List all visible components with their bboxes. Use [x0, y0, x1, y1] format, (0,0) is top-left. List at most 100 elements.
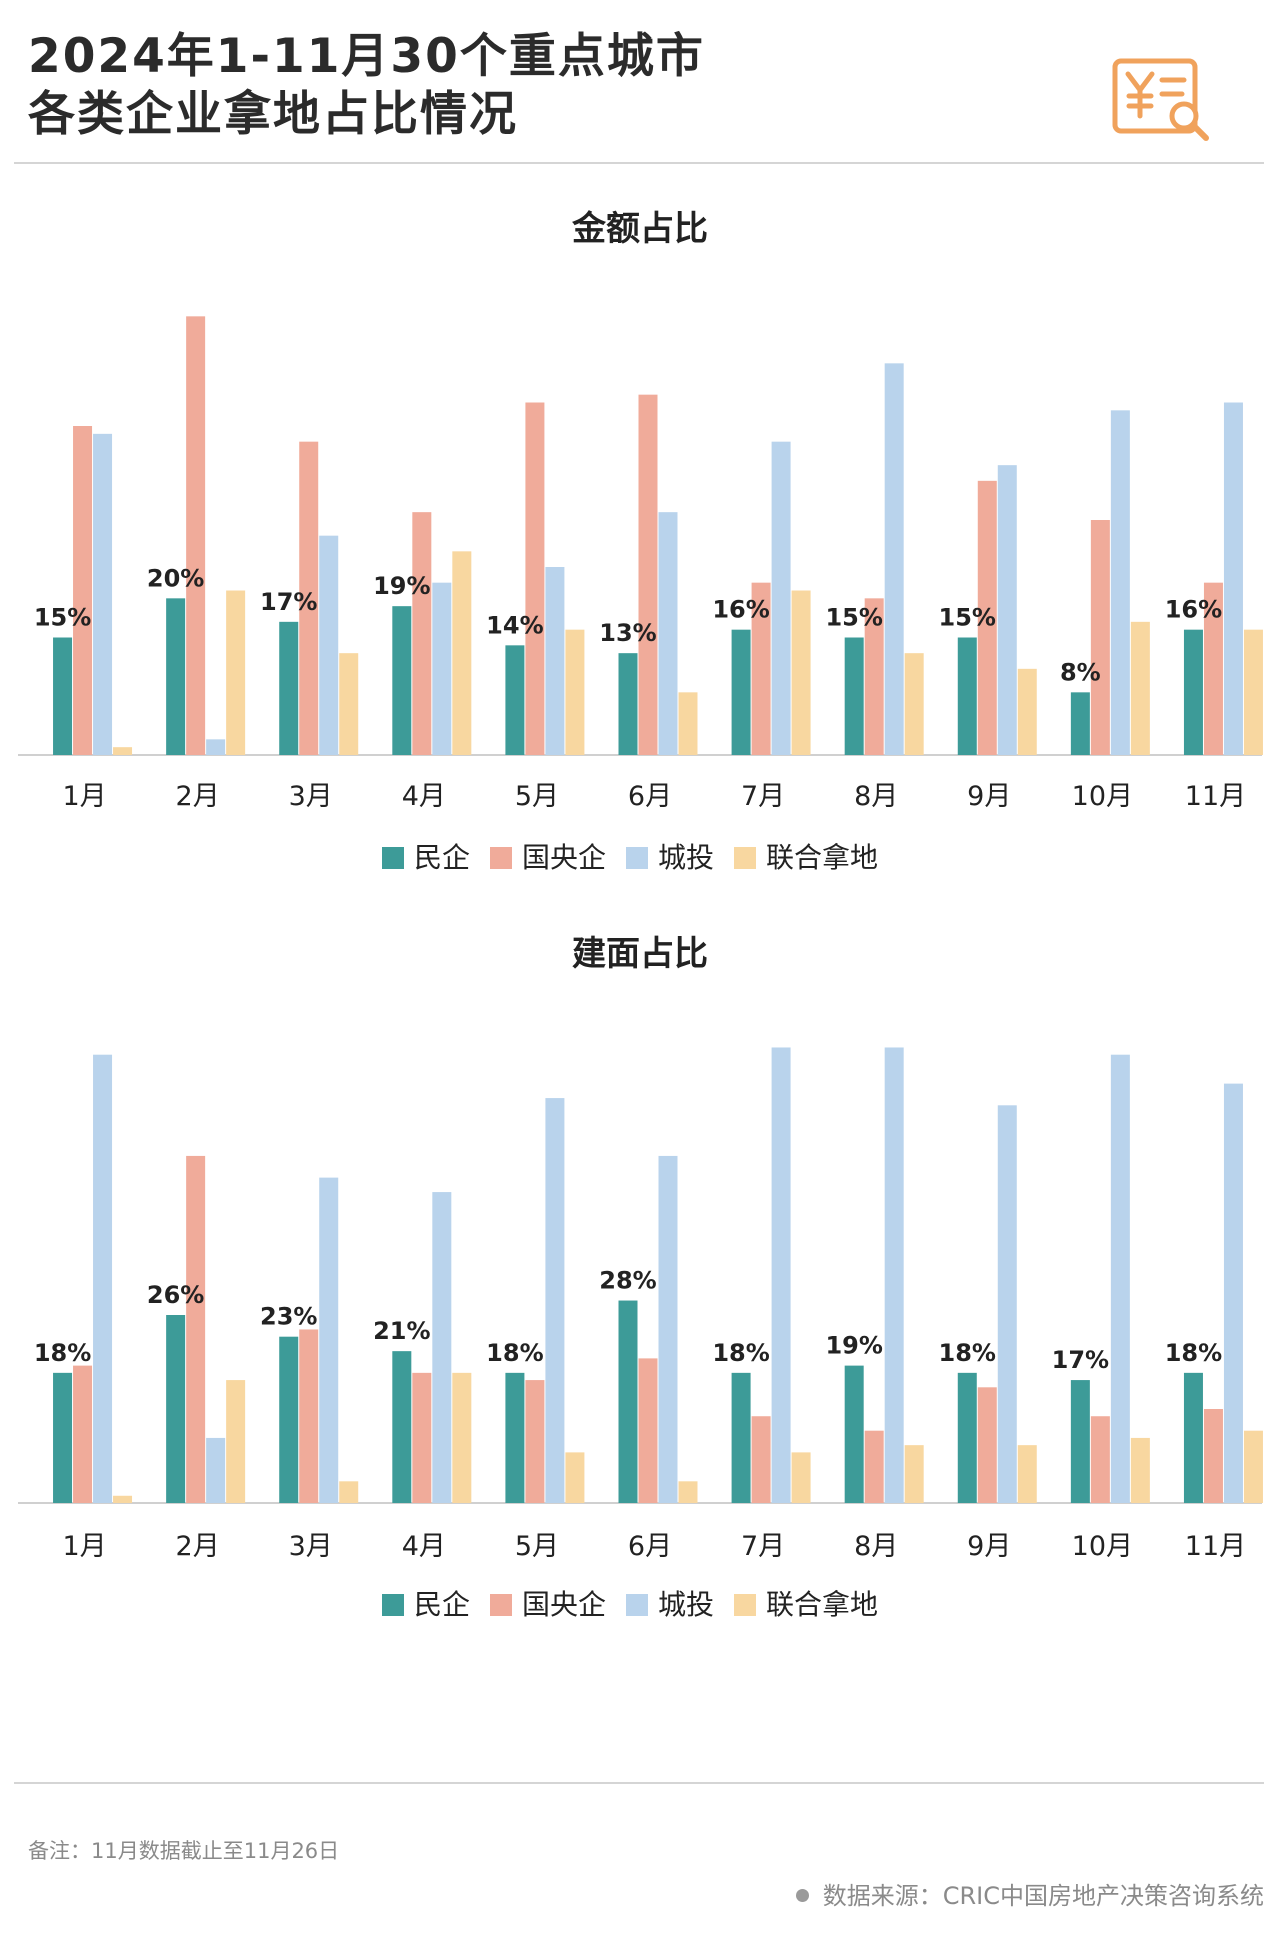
legend-swatch: [734, 847, 756, 869]
bar-国央企-8月: [864, 1430, 884, 1503]
data-label: 23%: [260, 1303, 317, 1331]
bar-城投-1月: [93, 1054, 113, 1503]
bar-国央企-5月: [525, 1380, 545, 1503]
legend-swatch: [626, 847, 648, 869]
chart-floor-area-svg: 建面占比 18% 1月 26% 2月 23% 3月 21% 4月 18% 5月 28% 6月 18% 7月 1…: [18, 934, 1263, 1621]
legend-label: 联合拿地: [766, 1588, 878, 1621]
bar-国央企-2月: [186, 316, 206, 755]
bar-国央企-6月: [638, 1358, 658, 1503]
bar-民企-5月: [505, 1372, 525, 1503]
bar-国央企-10月: [1090, 520, 1110, 755]
bar-联合拿地-9月: [1017, 668, 1037, 755]
bar-民企-4月: [392, 1351, 412, 1503]
data-label: 8%: [1060, 658, 1101, 686]
bar-国央企-4月: [412, 1372, 432, 1503]
page-title-line-1: 2024年1-11月30个重点城市: [28, 29, 705, 84]
data-label: 21%: [373, 1317, 430, 1345]
bar-联合拿地-3月: [339, 653, 359, 755]
bar-国央企-1月: [73, 1365, 93, 1503]
bar-联合拿地-10月: [1130, 1437, 1150, 1503]
bar-联合拿地-11月: [1243, 1430, 1263, 1503]
bar-联合拿地-1月: [113, 747, 133, 755]
x-tick-label: 10月: [1072, 1531, 1133, 1562]
bar-民企-5月: [505, 645, 525, 755]
bar-联合拿地-6月: [678, 1481, 698, 1503]
x-tick-label: 11月: [1185, 1531, 1246, 1562]
bar-国央企-3月: [299, 441, 319, 755]
bar-城投-5月: [545, 567, 565, 755]
bar-联合拿地-7月: [791, 1452, 811, 1503]
bar-城投-9月: [997, 1105, 1017, 1503]
data-label: 15%: [939, 604, 996, 632]
x-tick-label: 5月: [515, 1531, 559, 1562]
bar-民企-3月: [279, 1336, 299, 1503]
bar-联合拿地-9月: [1017, 1445, 1037, 1503]
bar-城投-9月: [997, 465, 1017, 755]
data-label: 13%: [599, 619, 656, 647]
data-source: 数据来源：CRIC中国房地产决策咨询系统: [795, 1876, 1264, 1911]
bar-联合拿地-7月: [791, 590, 811, 755]
bar-国央企-8月: [864, 598, 884, 755]
x-tick-label: 4月: [402, 1531, 446, 1562]
data-label: 18%: [34, 1339, 91, 1367]
x-tick-label: 3月: [289, 1531, 333, 1562]
yuan-document-magnifier-icon: [1112, 58, 1209, 141]
bar-国央企-11月: [1203, 582, 1223, 755]
x-tick-label: 11月: [1185, 781, 1246, 812]
bar-民企-7月: [731, 1372, 751, 1503]
bar-城投-2月: [206, 739, 226, 755]
bar-国央企-10月: [1090, 1416, 1110, 1503]
bar-联合拿地-2月: [226, 590, 246, 755]
legend-swatch: [626, 1594, 648, 1616]
x-tick-label: 7月: [741, 781, 785, 812]
data-label: 17%: [260, 588, 317, 616]
x-tick-label: 6月: [628, 781, 672, 812]
legend-label: 国央企: [522, 841, 606, 874]
x-tick-label: 9月: [967, 1531, 1011, 1562]
bar-城投-4月: [432, 1192, 452, 1503]
bar-城投-7月: [771, 441, 791, 755]
data-label: 16%: [712, 596, 769, 624]
bar-民企-8月: [844, 637, 864, 755]
bar-城投-10月: [1110, 1054, 1130, 1503]
data-label: 18%: [712, 1339, 769, 1367]
x-tick-label: 8月: [854, 781, 898, 812]
bar-城投-3月: [319, 535, 339, 755]
x-tick-label: 9月: [967, 781, 1011, 812]
bar-城投-5月: [545, 1098, 565, 1503]
bar-民企-9月: [957, 1372, 977, 1503]
legend-swatch: [490, 847, 512, 869]
bar-民企-10月: [1070, 692, 1090, 755]
data-label: 26%: [147, 1281, 204, 1309]
header-divider: [14, 162, 1264, 164]
bar-国央企-5月: [525, 402, 545, 755]
bar-城投-10月: [1110, 410, 1130, 755]
data-label: 20%: [147, 564, 204, 592]
data-source-text: 数据来源：CRIC中国房地产决策咨询系统: [822, 1882, 1264, 1910]
bar-城投-7月: [771, 1047, 791, 1503]
data-label: 19%: [373, 572, 430, 600]
footer-divider: [14, 1782, 1264, 1784]
bar-城投-1月: [93, 433, 113, 755]
bar-城投-8月: [884, 363, 904, 755]
data-label: 18%: [939, 1339, 996, 1367]
bar-联合拿地-6月: [678, 692, 698, 755]
data-label: 16%: [1165, 596, 1222, 624]
bar-民企-2月: [166, 598, 186, 755]
x-tick-label: 1月: [62, 1531, 106, 1562]
bar-国央企-4月: [412, 512, 432, 755]
legend-swatch: [382, 1594, 404, 1616]
bar-城投-11月: [1223, 402, 1243, 755]
bar-联合拿地-8月: [904, 1445, 924, 1503]
bar-民企-11月: [1183, 629, 1203, 755]
bar-城投-4月: [432, 582, 452, 755]
bar-国央企-7月: [751, 582, 771, 755]
data-label: 17%: [1052, 1346, 1109, 1374]
data-label: 15%: [34, 604, 91, 632]
bar-城投-3月: [319, 1177, 339, 1503]
chart-floor-area: 建面占比 18% 1月 26% 2月 23% 3月 21% 4月 18% 5月 28% 6月 18% 7月 1…: [0, 915, 1280, 1635]
legend-swatch: [490, 1594, 512, 1616]
legend-swatch: [734, 1594, 756, 1616]
bar-国央企-3月: [299, 1329, 319, 1503]
bar-联合拿地-4月: [452, 1372, 472, 1503]
